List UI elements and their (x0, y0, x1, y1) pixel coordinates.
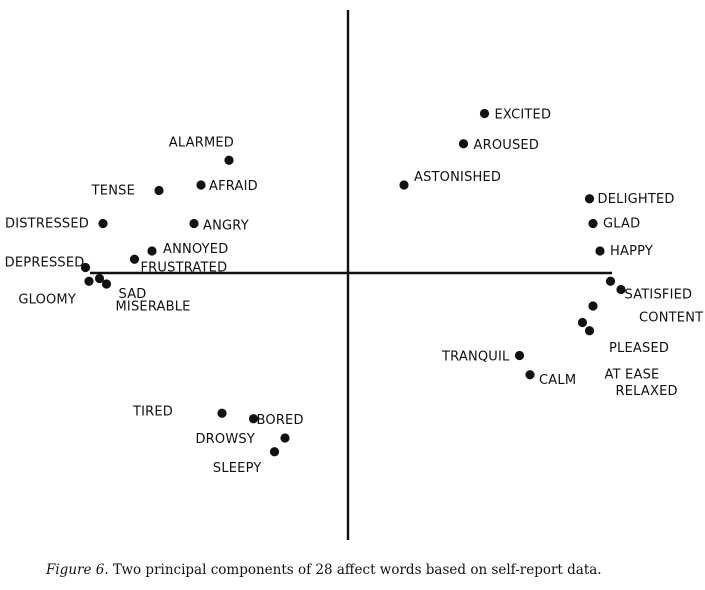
point-depressed (80, 262, 91, 273)
point-astonished (399, 180, 409, 190)
scatter-plot: EXCITED AROUSED ASTONISHED DELIGHTED GLAD HAP… (5, 10, 703, 540)
point-satisfied (605, 276, 616, 286)
label-miserable: MISERABLE (116, 300, 191, 315)
label-tranquil: TRANQUIL (441, 350, 510, 365)
point-drowsy (280, 433, 290, 443)
label-astonished: ASTONISHED (414, 170, 501, 185)
point-delighted (584, 194, 595, 204)
label-sleepy: SLEEPY (213, 461, 262, 476)
label-bored: BORED (257, 413, 304, 428)
label-alarmed: ALARMED (169, 135, 234, 150)
label-depressed: DEPRESSED (5, 256, 85, 271)
point-bored (248, 414, 259, 424)
point-gloomy (84, 276, 94, 286)
label-aroused: AROUSED (474, 138, 540, 153)
label-drowsy: DROWSY (195, 432, 255, 447)
point-excited (479, 108, 490, 119)
point-sleepy (269, 447, 280, 457)
point-distressed (98, 218, 108, 229)
label-happy: HAPPY (610, 244, 653, 259)
label-distressed: DISTRESSED (5, 217, 89, 232)
label-tired: TIRED (132, 404, 173, 419)
label-relaxed: RELAXED (616, 384, 678, 399)
caption-text: Two principal components of 28 affect wo… (108, 562, 602, 578)
caption-figure-label: Figure 6. (46, 562, 109, 578)
point-tranquil (514, 350, 525, 361)
point-happy (595, 246, 605, 256)
point-tense (154, 185, 164, 196)
label-afraid: AFRAID (209, 179, 258, 194)
label-tense: TENSE (91, 184, 135, 199)
figure-caption: Figure 6. Two principal components of 28… (46, 562, 602, 578)
point-tired (217, 408, 227, 418)
point-miserable (94, 273, 105, 284)
point-aroused (458, 139, 469, 149)
label-gloomy: GLOOMY (18, 292, 76, 307)
label-glad: GLAD (603, 217, 640, 232)
point-glad (588, 218, 598, 229)
data-labels: EXCITED AROUSED ASTONISHED DELIGHTED GLAD HAP… (5, 108, 703, 476)
data-points (80, 108, 626, 457)
label-calm: CALM (539, 373, 576, 388)
label-annoyed: ANNOYED (163, 242, 228, 257)
label-excited: EXCITED (495, 108, 552, 123)
point-frustrated (129, 254, 140, 264)
point-angry (189, 218, 199, 229)
label-delighted: DELIGHTED (598, 192, 675, 207)
label-at-ease: AT EASE (605, 368, 660, 383)
point-afraid (196, 180, 206, 190)
label-sad: SAD (119, 287, 147, 302)
point-alarmed (224, 155, 234, 165)
label-frustrated: FRUSTRATED (141, 260, 228, 275)
point-pleased (588, 301, 598, 311)
label-satisfied: SATISFIED (625, 287, 693, 302)
point-calm (525, 370, 535, 380)
point-relaxed (584, 326, 595, 336)
label-content: CONTENT (639, 311, 703, 326)
point-sad (101, 279, 112, 289)
point-annoyed (147, 246, 157, 256)
point-at-ease (577, 317, 588, 328)
point-content (616, 284, 626, 295)
label-angry: ANGRY (203, 219, 249, 234)
label-pleased: PLEASED (609, 341, 669, 356)
